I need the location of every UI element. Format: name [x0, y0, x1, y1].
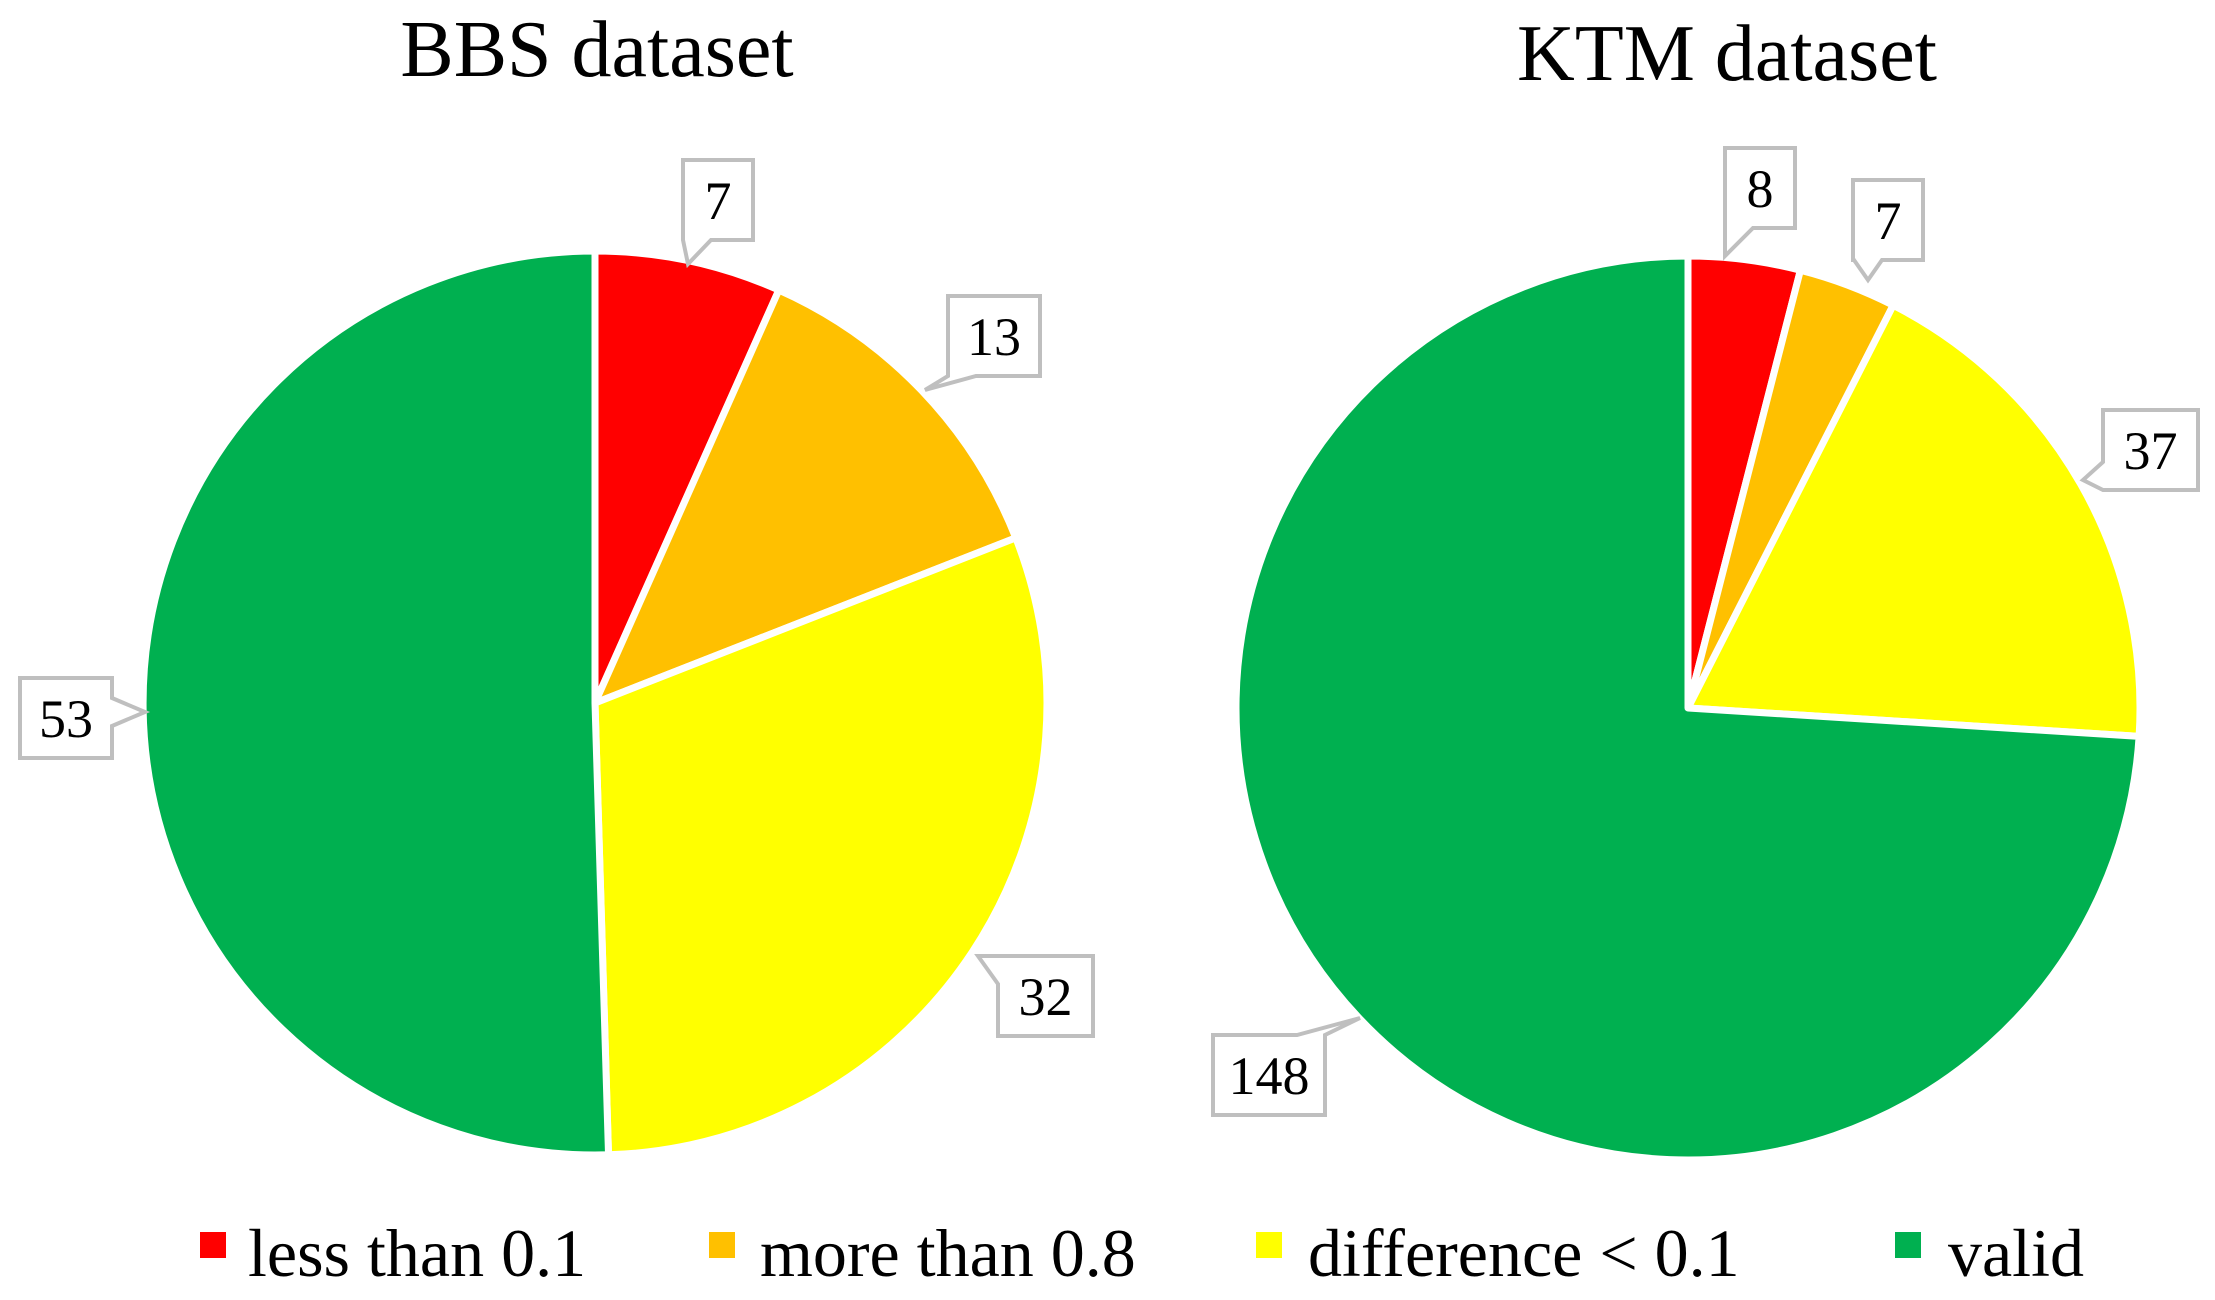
ktm-label-difference-callout: [2079, 408, 2200, 492]
legend-label-valid: valid: [1948, 1215, 2084, 1291]
bbs-label-less-than: 7: [705, 171, 732, 231]
ktm-label-difference: 37: [2124, 421, 2178, 481]
bbs-chart-title: BBS dataset: [400, 6, 793, 94]
bbs-label-valid-callout: [18, 676, 151, 760]
ktm-label-less-than: 8: [1747, 159, 1774, 219]
ktm-slice-difference: [1684, 301, 2144, 740]
legend-swatch-difference: [1256, 1232, 1282, 1258]
legend-label-more-than: more than 0.8: [760, 1215, 1136, 1291]
legend-swatch-more-than: [709, 1232, 735, 1258]
legend-swatch-valid: [1895, 1232, 1921, 1258]
ktm-label-more-than-callout: [1851, 178, 1925, 284]
legend-label-less-than: less than 0.1: [248, 1215, 586, 1291]
bbs-label-more-than: 13: [967, 307, 1021, 367]
ktm-label-valid-callout: [1211, 1016, 1361, 1117]
data-labels: 7 13 32 53 8 7 37 148: [18, 146, 2200, 1117]
ktm-label-less-than-callout: [1723, 146, 1797, 261]
legend-label-difference: difference < 0.1: [1308, 1215, 1740, 1291]
legend-swatch-less-than: [200, 1232, 226, 1258]
bbs-label-valid: 53: [39, 689, 93, 749]
ktm-label-more-than: 7: [1875, 191, 1902, 251]
bbs-label-less-than-callout: [681, 158, 755, 269]
bbs-label-difference: 32: [1019, 967, 1073, 1027]
bbs-slice-valid: [139, 247, 613, 1159]
ktm-label-valid: 148: [1229, 1046, 1310, 1106]
bbs-label-more-than-callout: [923, 294, 1042, 392]
legend: less than 0.1 more than 0.8 difference <…: [200, 1215, 2084, 1291]
bbs-slice-difference: [591, 534, 1051, 1159]
bbs-slice-more-than: [591, 286, 1020, 707]
bbs-pie-chart: [139, 247, 1051, 1159]
ktm-chart-title: KTM dataset: [1517, 10, 1937, 98]
bbs-label-difference-callout: [974, 954, 1095, 1038]
ktm-pie-chart: [1232, 252, 2144, 1164]
